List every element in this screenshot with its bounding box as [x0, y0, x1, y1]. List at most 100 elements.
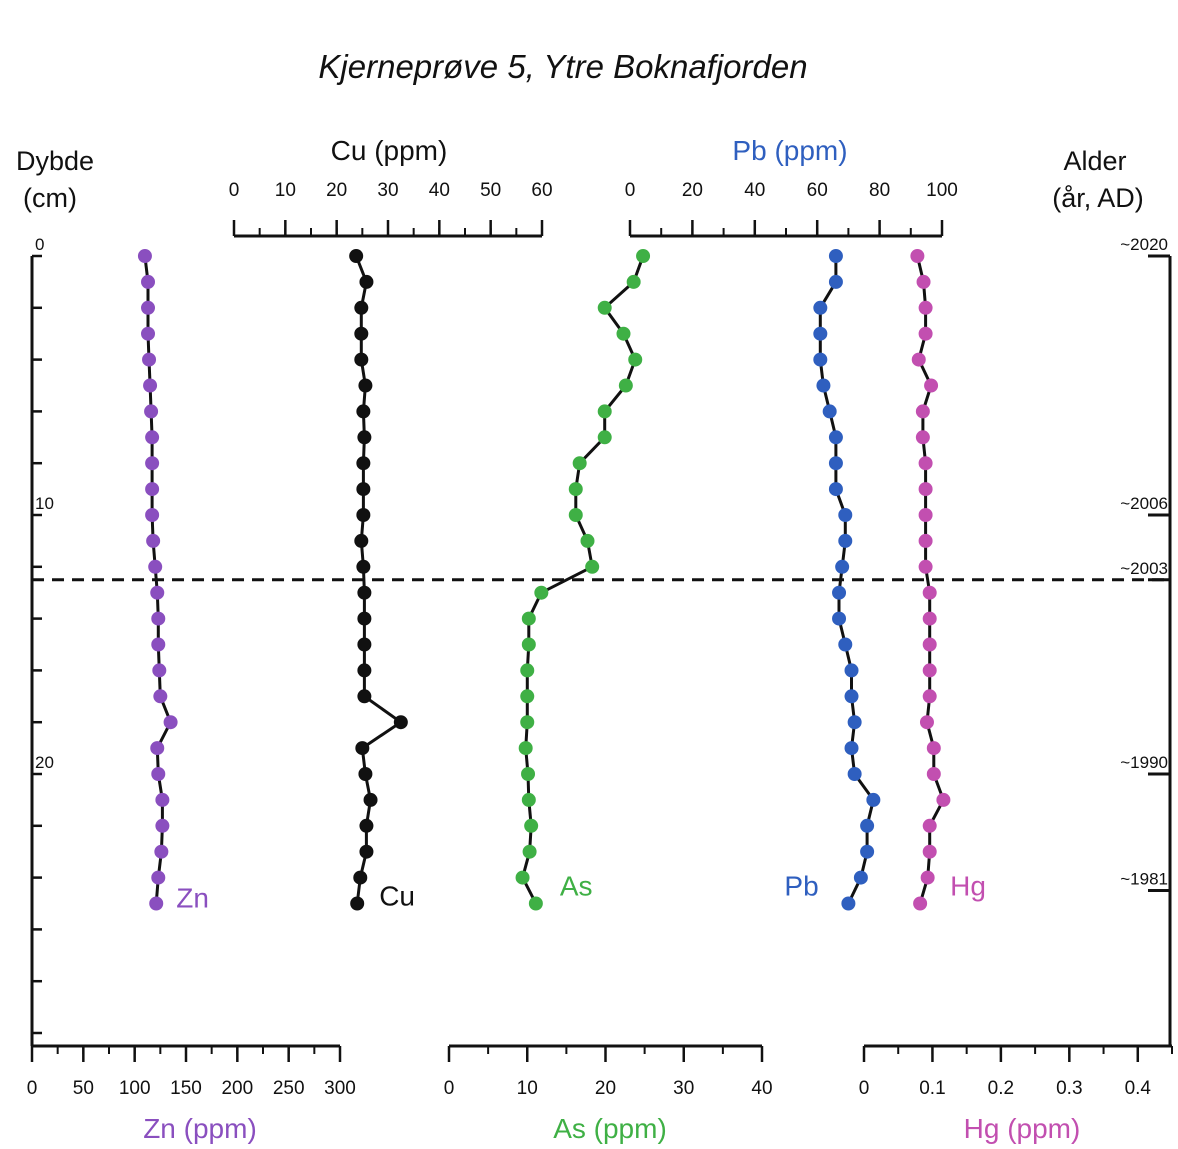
data-point-hg [924, 378, 939, 393]
data-point-as [597, 404, 612, 419]
data-point-as [616, 326, 631, 341]
data-point-cu [354, 300, 369, 315]
axis-tick-label-hg: 0.3 [1056, 1078, 1082, 1099]
series-label-as: As [560, 871, 593, 902]
data-point-zn [145, 482, 160, 497]
axis-tick-label-zn: 300 [324, 1078, 356, 1099]
data-point-hg [915, 404, 930, 419]
data-point-hg [911, 352, 926, 367]
series-cu: 0 10 20 30 40 50 60 Cu (ppm) Cu [229, 135, 553, 912]
data-point-pb [828, 456, 843, 471]
data-point-zn [154, 844, 169, 859]
data-point-zn [146, 533, 161, 548]
data-point-as [521, 792, 536, 807]
data-point-hg [922, 844, 937, 859]
data-point-hg [922, 637, 937, 652]
data-point-as [521, 637, 536, 652]
data-point-as [515, 870, 530, 885]
data-point-zn [151, 637, 166, 652]
data-point-pb [847, 715, 862, 730]
axis-label-hg: Hg (ppm) [964, 1113, 1081, 1144]
depth-tick-label: 20 [35, 753, 54, 772]
axis-tick-label-pb: 100 [926, 180, 958, 201]
data-point-pb [838, 508, 853, 522]
data-point-as [518, 741, 533, 756]
data-point-hg [910, 249, 925, 263]
axis-tick-label-zn: 250 [273, 1078, 305, 1099]
data-point-as [568, 508, 583, 522]
axis-tick-label-pb: 60 [807, 180, 828, 201]
data-point-as [522, 844, 537, 859]
data-point-hg [926, 767, 941, 781]
data-point-zn [141, 326, 156, 341]
data-point-cu [357, 663, 372, 678]
data-point-hg [915, 430, 930, 445]
data-point-as [585, 559, 600, 574]
data-point-cu [357, 611, 372, 626]
axis-tick-label-pb: 20 [682, 180, 703, 201]
data-point-pb [816, 378, 831, 393]
data-point-cu [349, 249, 364, 263]
axis-label-cu: Cu (ppm) [331, 135, 448, 166]
series-label-cu: Cu [379, 881, 415, 912]
chart-title: Kjerneprøve 5, Ytre Boknafjorden [318, 48, 807, 85]
data-point-zn [153, 689, 168, 704]
data-point-hg [926, 741, 941, 756]
axis-tick-label-pb: 0 [625, 180, 636, 201]
data-point-zn [151, 870, 166, 885]
data-point-hg [922, 663, 937, 678]
data-point-cu [356, 482, 371, 497]
data-point-pb [853, 870, 868, 885]
data-point-cu [359, 274, 374, 289]
data-point-as [534, 585, 549, 600]
data-point-zn [163, 715, 178, 730]
data-point-as [572, 456, 587, 471]
data-point-pb [838, 533, 853, 548]
data-point-as [597, 300, 612, 315]
data-point-cu [393, 715, 408, 730]
axis-tick-label-zn: 150 [170, 1078, 202, 1099]
axis-tick-label-as: 0 [444, 1078, 455, 1099]
series-label-zn: Zn [176, 883, 209, 914]
data-point-zn [155, 792, 170, 807]
data-point-zn [151, 611, 166, 626]
data-point-as [520, 663, 535, 678]
axis-tick-label-zn: 50 [73, 1078, 94, 1099]
depth-axis-label: Dybde [16, 146, 94, 176]
series-as: 0 10 20 30 40 As (ppm) As [444, 249, 773, 1144]
axis-tick-label-cu: 50 [480, 180, 501, 201]
axis-tick-label-zn: 200 [221, 1078, 253, 1099]
data-point-cu [359, 844, 374, 859]
age-tick-label: ~1990 [1120, 753, 1168, 772]
data-point-pb [813, 326, 828, 341]
data-point-cu [354, 352, 369, 367]
data-point-as [528, 896, 543, 911]
data-point-zn [149, 896, 164, 911]
data-point-as [597, 430, 612, 445]
data-point-cu [357, 585, 372, 600]
data-point-hg [918, 533, 933, 548]
data-point-hg [918, 482, 933, 497]
data-point-pb [832, 585, 847, 600]
data-point-cu [354, 326, 369, 341]
data-point-hg [913, 896, 928, 911]
axis-tick-label-zn: 0 [27, 1078, 38, 1099]
data-point-cu [359, 818, 374, 833]
data-point-hg [919, 715, 934, 730]
axis-tick-label-cu: 60 [531, 180, 552, 201]
data-point-zn [150, 585, 165, 600]
series-pb: 0 20 40 60 80 100 Pb (ppm) Pb [625, 135, 958, 911]
age-tick-label: ~2020 [1120, 235, 1168, 254]
data-point-zn [155, 818, 170, 833]
data-point-cu [350, 896, 365, 911]
data-point-as [580, 533, 595, 548]
data-point-pb [860, 818, 875, 833]
data-point-zn [145, 456, 160, 471]
data-point-hg [922, 689, 937, 704]
data-point-pb [838, 637, 853, 652]
data-point-cu [357, 689, 372, 704]
data-point-cu [353, 870, 368, 885]
data-point-pb [866, 792, 881, 807]
data-point-pb [832, 611, 847, 626]
data-point-hg [922, 611, 937, 626]
